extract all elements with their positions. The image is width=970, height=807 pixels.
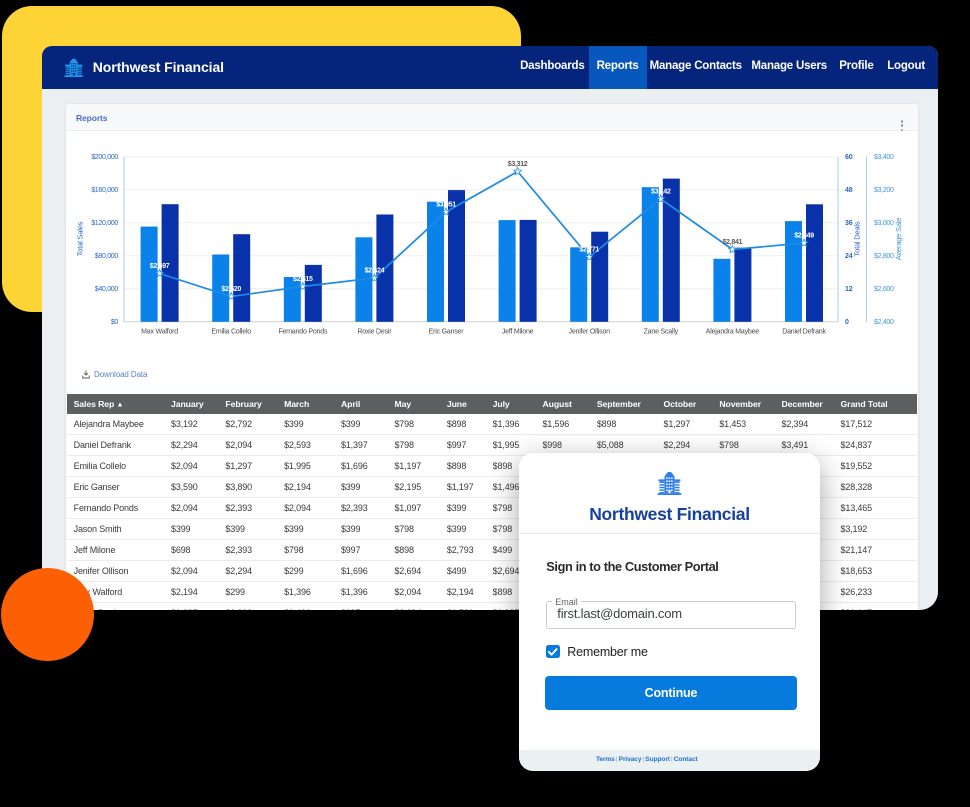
svg-text:$2,400: $2,400 <box>874 319 894 326</box>
svg-text:$3,312: $3,312 <box>508 161 528 168</box>
svg-text:$3,000: $3,000 <box>874 220 894 227</box>
svg-text:Emilia Collelo: Emilia Collelo <box>211 329 251 336</box>
svg-text:Roxie Desir: Roxie Desir <box>357 329 392 336</box>
svg-text:$2,615: $2,615 <box>293 276 313 283</box>
svg-text:$2,520: $2,520 <box>221 286 241 293</box>
svg-text:$0: $0 <box>111 319 119 326</box>
svg-text:$200,000: $200,000 <box>91 154 118 161</box>
svg-text:$40,000: $40,000 <box>95 286 119 293</box>
svg-text:$3,400: $3,400 <box>874 154 894 161</box>
svg-text:Eric Ganser: Eric Ganser <box>429 329 465 336</box>
svg-text:Jenifer Ollison: Jenifer Ollison <box>569 329 611 336</box>
svg-text:$2,624: $2,624 <box>365 268 385 275</box>
svg-text:$3,142: $3,142 <box>651 189 671 196</box>
svg-text:$80,000: $80,000 <box>95 253 119 260</box>
svg-text:12: 12 <box>845 286 853 293</box>
svg-text:48: 48 <box>845 187 853 194</box>
svg-text:$3,051: $3,051 <box>436 202 456 209</box>
svg-text:Max Walford: Max Walford <box>141 329 178 336</box>
svg-text:Total Sales: Total Sales <box>76 222 85 257</box>
svg-text:Zane Scally: Zane Scally <box>644 329 679 336</box>
svg-text:Daniel Defrank: Daniel Defrank <box>782 329 826 336</box>
svg-text:$2,697: $2,697 <box>150 263 170 270</box>
svg-text:Total Deals: Total Deals <box>853 221 862 256</box>
svg-text:$2,600: $2,600 <box>874 286 894 293</box>
svg-text:Alejandra Maybee: Alejandra Maybee <box>706 329 760 336</box>
svg-text:Average Sale: Average Sale <box>894 218 903 261</box>
svg-text:Fernando Ponds: Fernando Ponds <box>278 329 328 336</box>
svg-text:$2,849: $2,849 <box>794 233 814 240</box>
svg-text:36: 36 <box>845 220 853 227</box>
svg-text:$2,771: $2,771 <box>579 247 599 254</box>
svg-text:0: 0 <box>845 319 849 326</box>
svg-text:$2,800: $2,800 <box>874 253 894 260</box>
svg-text:Jeff Milone: Jeff Milone <box>502 329 534 336</box>
svg-text:$160,000: $160,000 <box>91 187 118 194</box>
svg-text:$3,200: $3,200 <box>874 187 894 194</box>
svg-text:60: 60 <box>845 154 853 161</box>
svg-text:$120,000: $120,000 <box>91 220 118 227</box>
svg-text:24: 24 <box>845 253 853 260</box>
svg-text:$2,841: $2,841 <box>723 239 743 246</box>
